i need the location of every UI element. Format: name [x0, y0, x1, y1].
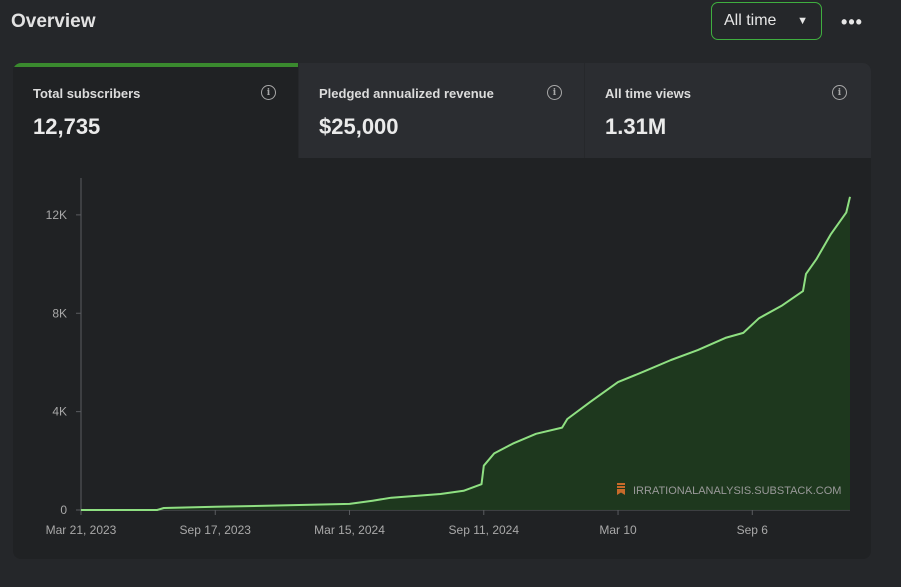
info-icon[interactable]: i	[547, 85, 562, 100]
card-value: 12,735	[33, 114, 101, 139]
card-value: 1.31M	[605, 114, 667, 139]
card-label: Total subscribers	[33, 86, 141, 101]
series-area	[81, 196, 850, 511]
x-tick-label: Sep 6	[737, 523, 769, 537]
time-range-select[interactable]: All time ▼	[711, 2, 822, 40]
card-all-time-views[interactable]: All time views i 1.31M	[585, 63, 871, 158]
info-icon[interactable]: i	[261, 85, 276, 100]
y-tick-label: 12K	[46, 208, 67, 222]
overview-panel: Total subscribers i 12,735 Pledged annua…	[13, 63, 871, 559]
x-tick-label: Mar 21, 2023	[46, 523, 117, 537]
card-pledged-revenue[interactable]: Pledged annualized revenue i $25,000	[299, 63, 585, 158]
more-icon: •••	[841, 11, 863, 32]
card-label: All time views	[605, 86, 691, 101]
page-title: Overview	[11, 11, 96, 32]
time-range-value: All time	[724, 12, 777, 29]
y-tick-label: 8K	[52, 306, 67, 320]
x-tick-label: Mar 10	[599, 523, 637, 537]
x-tick-label: Sep 11, 2024	[449, 523, 520, 537]
info-icon[interactable]: i	[832, 85, 847, 100]
card-label: Pledged annualized revenue	[319, 86, 494, 101]
subscribers-chart: 0 4K 8K 12K Mar 21, 2023 Sep 17, 2023 Mar 15,…	[46, 178, 851, 537]
card-value: $25,000	[319, 114, 399, 139]
watermark-text: IRRATIONALANALYSIS.SUBSTACK.COM	[633, 485, 841, 497]
metric-cards: Total subscribers i 12,735 Pledged annua…	[13, 63, 871, 158]
y-axis: 0 4K 8K 12K	[46, 178, 82, 517]
watermark: IRRATIONALANALYSIS.SUBSTACK.COM	[617, 483, 841, 497]
y-tick-label: 4K	[52, 405, 67, 419]
substack-logo-icon	[617, 483, 625, 495]
x-tick-label: Sep 17, 2023	[180, 523, 252, 537]
x-tick-label: Mar 15, 2024	[314, 523, 385, 537]
card-total-subscribers[interactable]: Total subscribers i 12,735	[13, 63, 299, 158]
y-tick-label: 0	[60, 503, 67, 517]
chevron-down-icon: ▼	[797, 15, 808, 27]
series-line	[81, 196, 851, 511]
more-options-button[interactable]: •••	[838, 8, 866, 36]
x-axis: Mar 21, 2023 Sep 17, 2023 Mar 15, 2024 Sep …	[46, 509, 850, 537]
